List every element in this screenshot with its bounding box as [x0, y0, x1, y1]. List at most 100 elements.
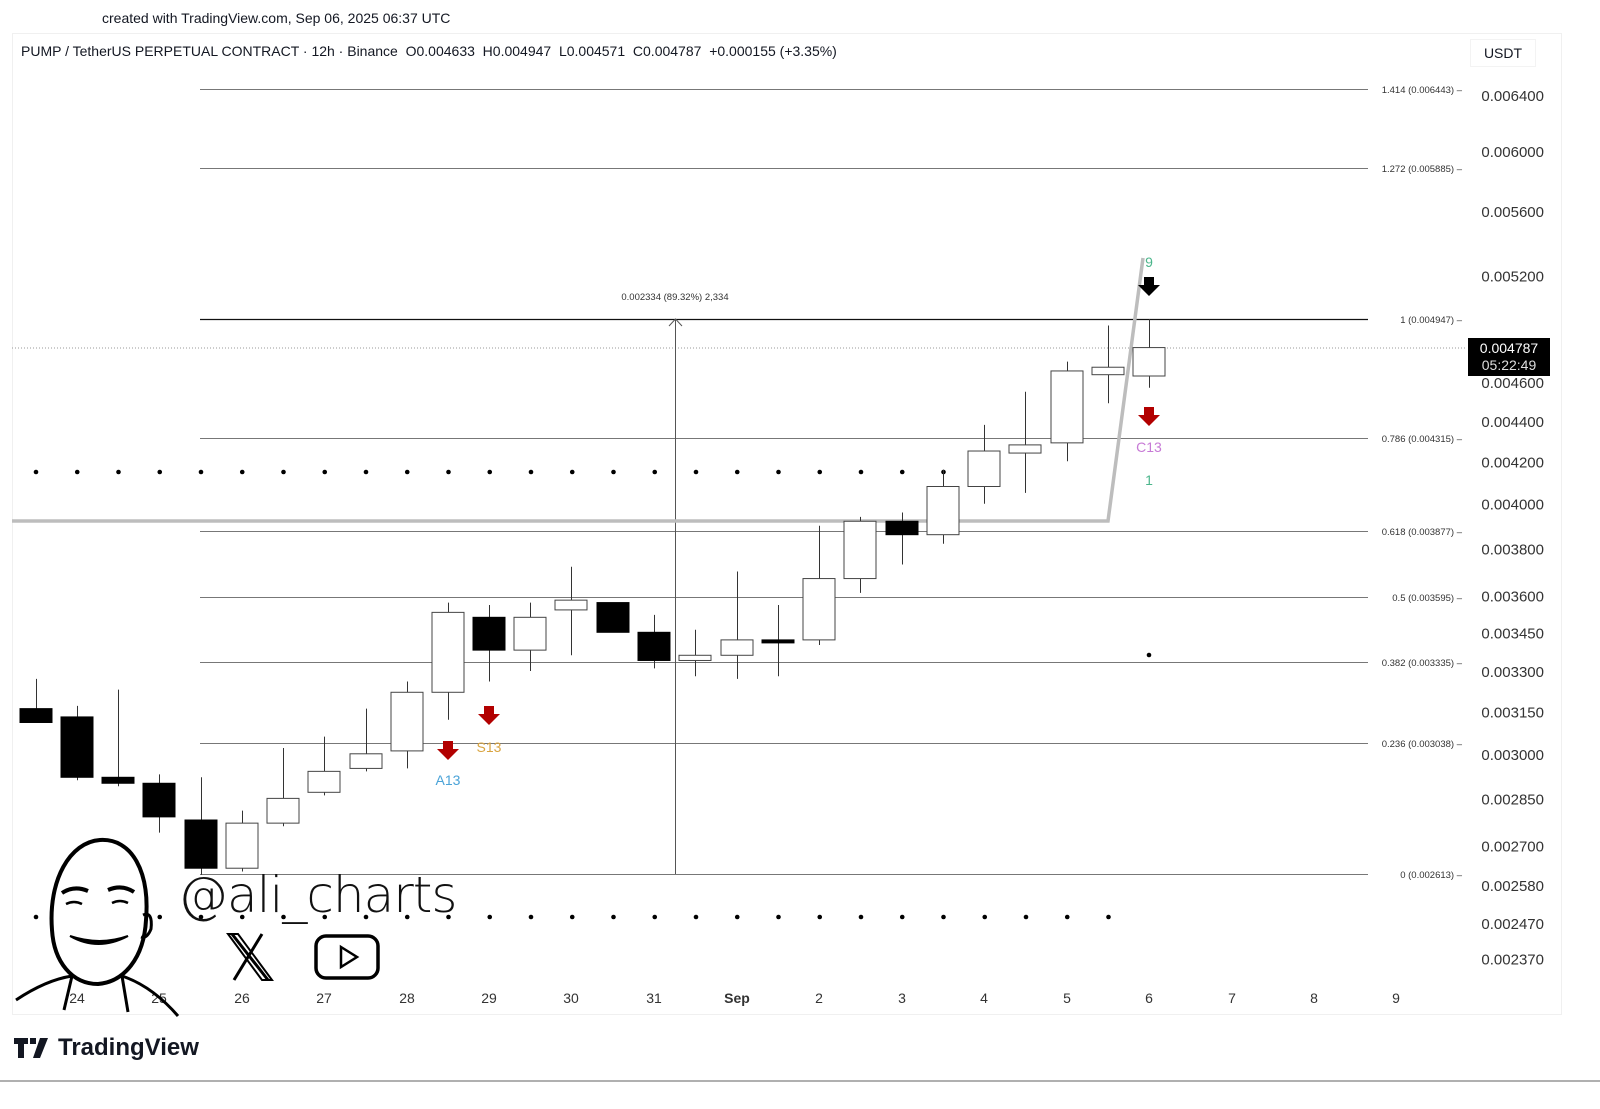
indicator-dot — [322, 914, 328, 920]
bearish-candle — [142, 774, 176, 833]
avatar-ear — [140, 912, 153, 939]
date-tick: 30 — [563, 990, 579, 1006]
bearish-candle — [19, 678, 53, 723]
fib-label-0.618: 0.618 (0.003877) – — [1382, 527, 1463, 538]
price-tick: 0.002580 — [1481, 878, 1544, 895]
candle-body — [101, 776, 135, 784]
indicator-dot — [693, 914, 699, 920]
bullish-candle — [1091, 325, 1125, 404]
indicator-dot — [1064, 914, 1070, 920]
last-price-value: 0.004787 — [1479, 340, 1539, 356]
fib-label-0.236: 0.236 (0.003038) – — [1382, 739, 1463, 750]
indicator-dot — [198, 469, 204, 475]
arrow-down-icon — [437, 741, 459, 760]
bullish-candle — [1050, 361, 1084, 462]
indicator-dot — [611, 914, 616, 920]
indicator-dot — [404, 469, 410, 475]
indicator-dot — [363, 914, 369, 920]
measure-tool: 0.002334 (89.32%) 2,334 — [621, 292, 729, 874]
arrow-down-icon — [478, 706, 500, 725]
price-tick: 0.002370 — [1481, 952, 1544, 969]
date-tick: 8 — [1310, 990, 1318, 1006]
price-tick: 0.003000 — [1481, 747, 1544, 764]
price-tick: 0.005600 — [1481, 204, 1544, 221]
indicator-dot — [239, 914, 245, 920]
candle-body — [1050, 370, 1084, 444]
tradingview-logo[interactable]: TradingView — [14, 1034, 199, 1062]
candle-body — [1091, 366, 1125, 376]
price-tick: 0.004200 — [1481, 454, 1544, 471]
fib-label-0.786: 0.786 (0.004315) – — [1382, 434, 1463, 445]
bearish-candle — [761, 605, 795, 677]
price-tick: 0.006400 — [1481, 88, 1544, 105]
indicator-dot — [652, 469, 658, 475]
td-sequential-annotations: A13 S13 C13 9 1 — [436, 254, 1163, 788]
trailing-stop-line — [12, 257, 1145, 523]
avatar-eyebrows — [60, 885, 136, 895]
indicator-dot — [899, 469, 905, 475]
candle-body — [637, 631, 671, 661]
candle-body — [431, 611, 465, 693]
created-caption: created with TradingView.com, Sep 06, 20… — [102, 10, 451, 26]
arrow-down-icon — [1138, 277, 1160, 296]
youtube-icon — [314, 934, 380, 980]
td-label-C13: C13 — [1136, 439, 1162, 455]
indicator-dot — [817, 914, 823, 920]
indicator-dot — [734, 469, 740, 475]
price-axis[interactable]: 0.006400 0.006000 0.005600 0.005200 0.004600… — [1481, 88, 1544, 969]
time-axis[interactable]: 24 25 26 27 28 29 30 31 Sep 2 3 4 5 6 7 8 9 — [69, 990, 1400, 1006]
indicator-dot — [899, 914, 905, 920]
indicator-dot — [198, 914, 204, 920]
measure-label: 0.002334 (89.32%) 2,334 — [621, 292, 728, 303]
x-logo-icon — [230, 933, 270, 981]
candle-body — [1008, 444, 1042, 454]
indicator-dot — [322, 469, 328, 475]
candle-body — [390, 691, 424, 752]
indicator-dot — [776, 914, 781, 920]
candle-body — [225, 822, 259, 869]
symbol-legend: PUMP / TetherUS PERPETUAL CONTRACT · 12h… — [21, 43, 837, 59]
price-tick: 0.003600 — [1481, 588, 1544, 605]
price-tick: 0.005200 — [1481, 269, 1544, 286]
bullish-candle — [513, 602, 547, 671]
indicator-dot — [734, 914, 740, 920]
candle-body — [926, 486, 960, 536]
candle-body — [142, 782, 176, 818]
indicator-dot — [858, 469, 864, 475]
indicator-dot — [528, 914, 534, 920]
indicator-dot — [74, 469, 80, 475]
indicator-dot — [1146, 652, 1152, 658]
indicator-dot — [404, 914, 410, 920]
price-tick: 0.004000 — [1481, 497, 1544, 514]
fib-label-0: 0 (0.002613) – — [1400, 870, 1463, 881]
price-tick: 0.002700 — [1481, 838, 1544, 855]
dot-indicator — [33, 469, 1152, 920]
bullish-candle — [843, 516, 877, 593]
indicator-dot — [363, 469, 369, 475]
date-tick: 7 — [1228, 990, 1236, 1006]
date-tick: 2 — [815, 990, 823, 1006]
indicator-dot — [487, 914, 493, 920]
watermark-graphics — [15, 837, 380, 1017]
watermark-handle: @ali_charts — [178, 866, 457, 924]
date-tick: 24 — [69, 990, 85, 1006]
candle-body — [1132, 347, 1166, 377]
indicator-dot — [116, 469, 121, 475]
indicator-dot — [281, 469, 286, 475]
bullish-candle — [266, 748, 300, 827]
bearish-candle — [184, 777, 218, 875]
indicator-dot — [858, 914, 864, 920]
indicator-dot — [982, 914, 988, 920]
indicator-dot — [569, 914, 575, 920]
bullish-candle — [431, 602, 465, 720]
currency-button[interactable]: USDT — [1470, 39, 1536, 67]
bullish-candle — [967, 424, 1001, 504]
candle-body — [554, 599, 588, 611]
price-tick: 0.002470 — [1481, 916, 1544, 933]
bearish-candle — [472, 605, 506, 682]
fib-label-1.272: 1.272 (0.005885) – — [1382, 164, 1463, 175]
td-label-A13: A13 — [436, 772, 461, 788]
price-tick: 0.003450 — [1481, 625, 1544, 642]
avatar-eyes — [65, 899, 129, 906]
